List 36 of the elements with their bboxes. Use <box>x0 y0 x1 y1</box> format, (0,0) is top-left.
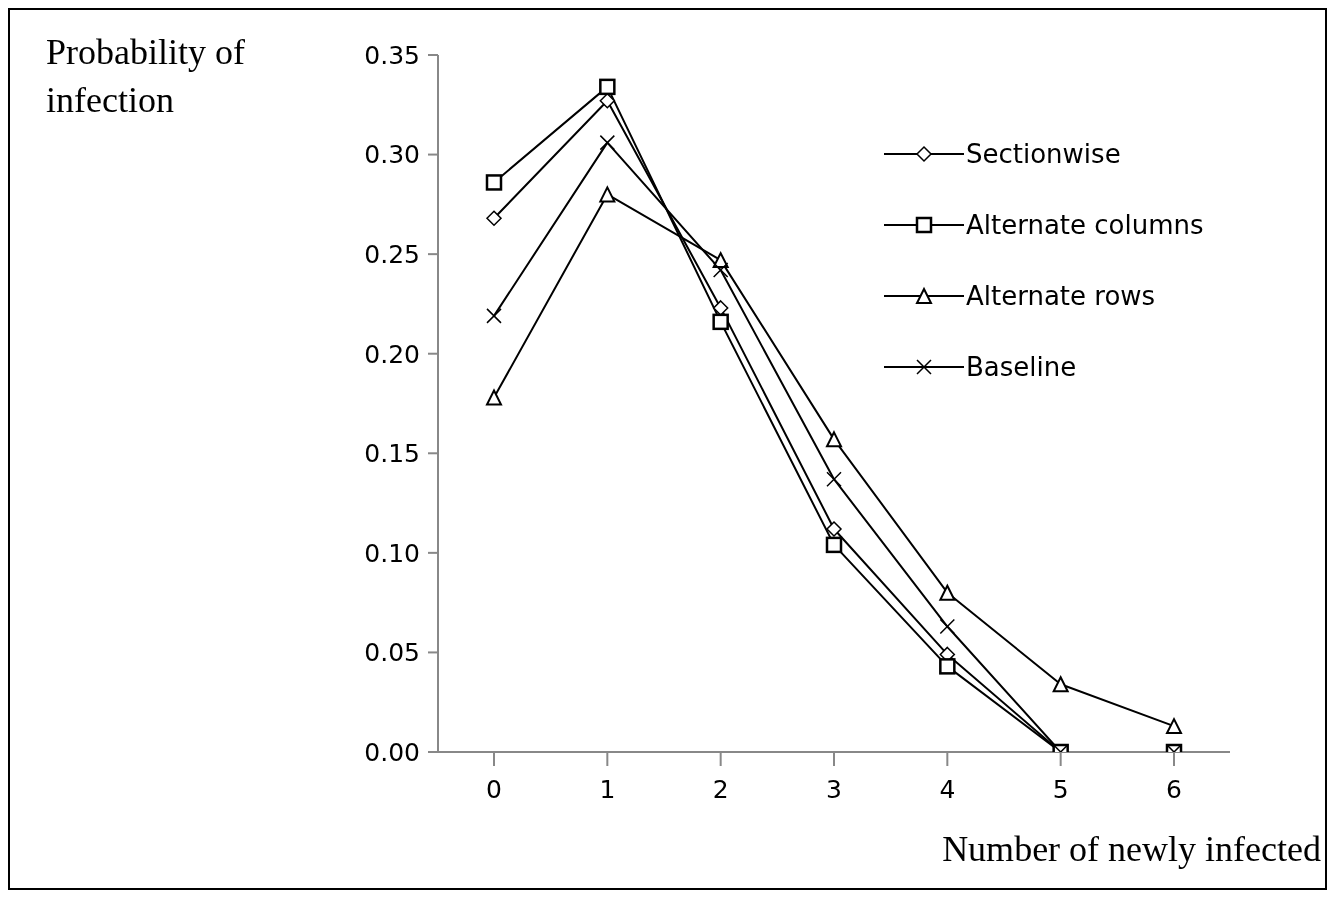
y-tick-label: 0.20 <box>364 339 420 369</box>
x-axis-title: Number of newly infected <box>942 828 1321 870</box>
point <box>485 174 503 191</box>
x-tick-label: 5 <box>1052 774 1069 804</box>
point <box>939 658 956 675</box>
y-tick-label: 0.30 <box>364 140 420 170</box>
legend-label: Sectionwise <box>966 138 1121 169</box>
legend-label: Alternate columns <box>966 209 1204 240</box>
point <box>826 431 842 448</box>
x-tick-label: 2 <box>712 774 729 804</box>
legend-label: Alternate rows <box>966 280 1156 311</box>
x-tick-label: 6 <box>1166 774 1182 804</box>
point <box>599 134 616 151</box>
y-tick-label: 0.10 <box>364 538 420 568</box>
point <box>712 313 729 331</box>
point <box>486 308 502 324</box>
point <box>486 389 502 406</box>
x-tick-label: 1 <box>599 774 616 804</box>
y-axis-title: Probability of infection <box>46 31 246 122</box>
point <box>1052 676 1069 693</box>
point <box>825 536 843 554</box>
y-tick-label: 0.15 <box>364 439 420 469</box>
point <box>826 471 842 487</box>
legend-label: Baseline <box>966 351 1077 382</box>
y-tick-label: 0.00 <box>364 737 420 767</box>
x-tick-label: 0 <box>486 774 502 804</box>
point <box>939 618 956 635</box>
point <box>939 584 956 601</box>
x-tick-label: 4 <box>939 774 956 804</box>
point <box>599 186 616 203</box>
y-tick-label: 0.05 <box>364 638 420 668</box>
x-tick-label: 3 <box>826 774 842 804</box>
point <box>599 78 616 96</box>
point <box>712 262 729 278</box>
y-tick-label: 0.35 <box>364 40 420 70</box>
y-tick-label: 0.25 <box>364 240 420 270</box>
